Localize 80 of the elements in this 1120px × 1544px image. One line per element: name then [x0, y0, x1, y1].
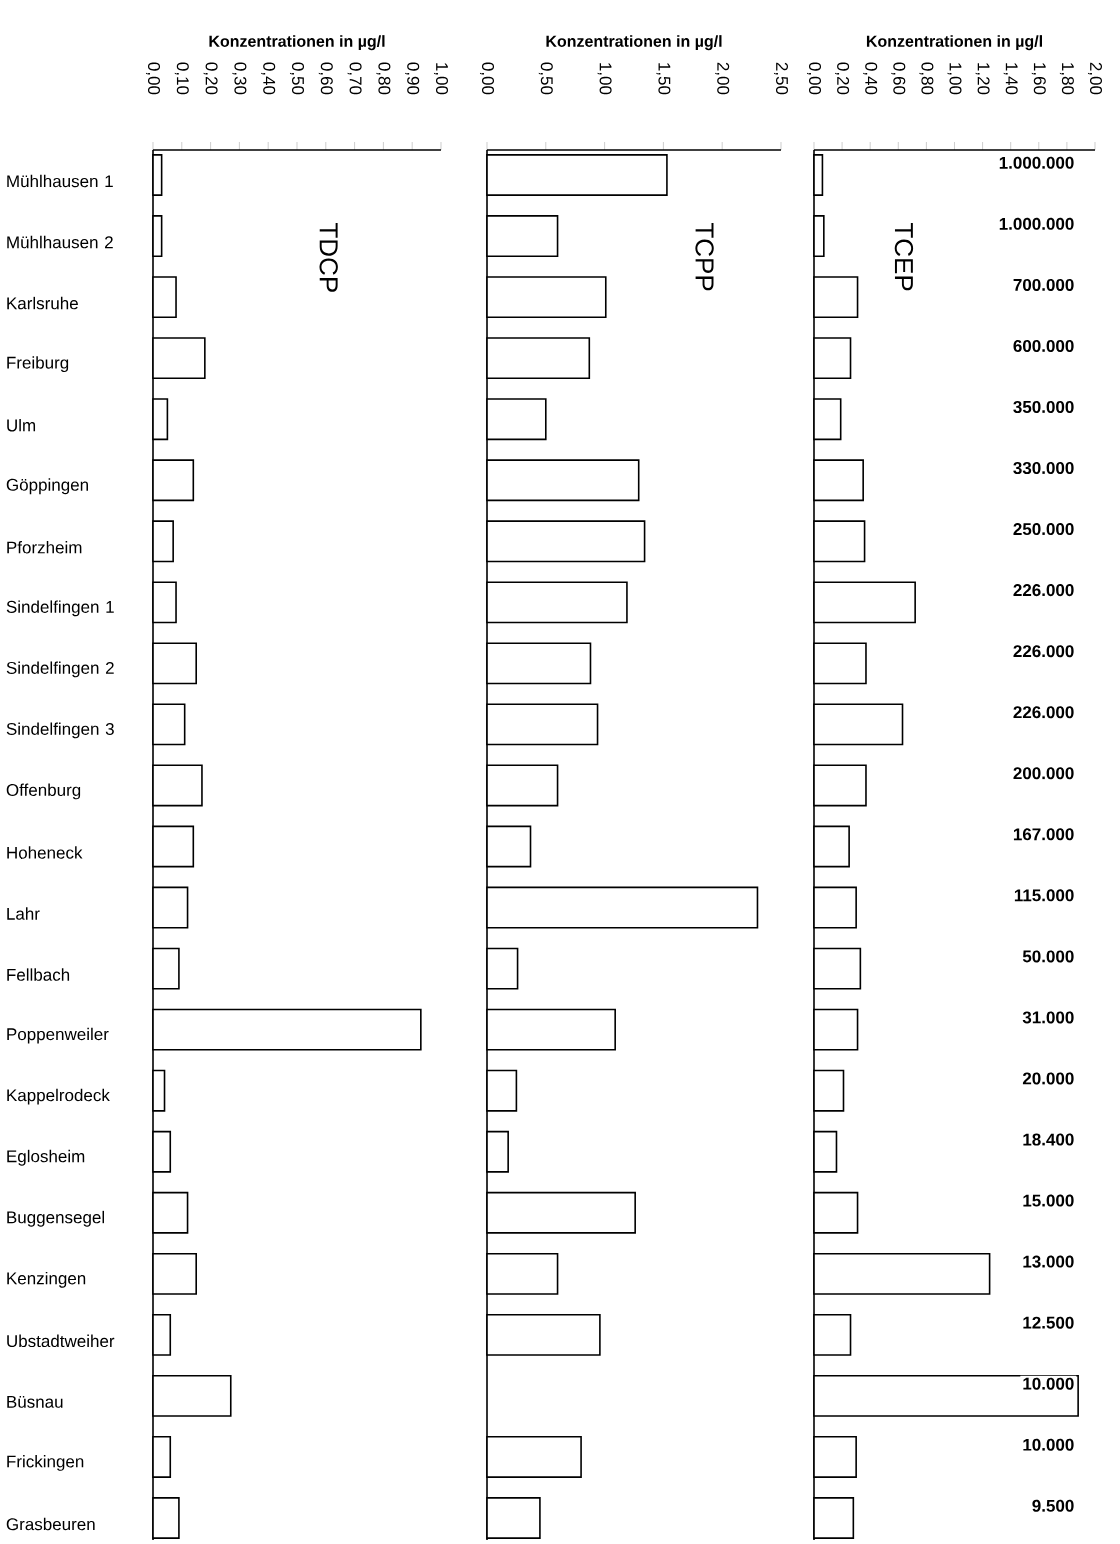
x-tick-label: 0,00 [145, 62, 161, 95]
y-tick-label: Freiburg [7, 356, 69, 373]
x-tick-label: 0,60 [318, 62, 333, 95]
annotation: 700.000 [1013, 278, 1074, 291]
x-tick-label: 0,70 [347, 62, 362, 95]
x-tick-label: 1,00 [947, 63, 962, 95]
x-tick-label: 0,40 [863, 62, 878, 95]
x-tick-label: 0,50 [289, 62, 304, 95]
annotation: 18.400 [1023, 1133, 1074, 1146]
text: TDCP [319, 223, 338, 292]
x-tick-label: 0,00 [806, 62, 822, 95]
annotation: 9.500 [1032, 1499, 1074, 1512]
x-tick-label: 0,80 [919, 62, 934, 95]
x-tick-label: 0,20 [203, 62, 218, 95]
x-tick-label: 0,90 [405, 62, 420, 95]
annotation: 115.000 [1014, 889, 1074, 902]
y-tick-label: Göppingen [6, 478, 88, 495]
annotation: 167.000 [1013, 828, 1074, 841]
x-tick-label: 1,50 [656, 63, 671, 95]
y-tick-label: Buggensegel [7, 1210, 105, 1227]
x-tick-label: 2,50 [773, 62, 788, 95]
x-tick-label: 2,00 [715, 62, 730, 95]
annotation: 15.000 [1023, 1194, 1074, 1207]
y-tick-label: Ulm [7, 418, 36, 432]
x-tick-label: 1,40 [1003, 63, 1018, 95]
x-tick-label: 1,60 [1031, 63, 1046, 95]
x-tick-label: 0,80 [376, 62, 391, 95]
text: TCEP [894, 223, 914, 291]
x-tick-label: 1,00 [433, 63, 448, 95]
annotation: 1.000.000 [999, 156, 1074, 169]
x-tick-label: 0,10 [174, 62, 189, 95]
y-tick-label: Karlsruhe [7, 296, 78, 310]
annotation: 1.000.000 [999, 217, 1074, 230]
x-tick-label: 1,80 [1059, 63, 1074, 95]
annotation: 226.000 [1013, 706, 1074, 719]
y-tick-label: Sindelfingen 1 [6, 600, 114, 617]
y-tick-label: Offenburg [6, 783, 81, 800]
annotation: 226.000 [1013, 584, 1074, 597]
x-tick-label: 1,00 [597, 63, 612, 95]
x-tick-label: 0,30 [232, 62, 247, 95]
y-tick-label: Fellbach [7, 968, 70, 981]
annotation: 20.000 [1022, 1072, 1074, 1085]
x-tick-label: 0,50 [538, 62, 553, 95]
y-tick-label: Sindelfingen 2 [6, 661, 114, 678]
annotation: 12.500 [1023, 1316, 1074, 1329]
y-tick-label: Kappelrodeck [7, 1088, 110, 1105]
annotation: 10.000 [1023, 1377, 1074, 1390]
y-tick-label: Hoheneck [7, 846, 83, 859]
x-axis-title: Konzentrationen in µg/l [866, 35, 1042, 51]
annotation: 350.000 [1013, 400, 1074, 414]
y-tick-label: Mühlhausen 1 [7, 174, 113, 188]
y-tick-label: Büsnau [7, 1395, 63, 1408]
x-tick-label: 0,60 [891, 62, 906, 95]
y-tick-label: Eglosheim [7, 1149, 85, 1166]
annotation: 226.000 [1013, 645, 1074, 658]
y-tick-label: Lahr [7, 907, 40, 920]
x-tick-label: 1,20 [975, 63, 990, 95]
y-tick-label: Grasbeuren [6, 1517, 95, 1531]
annotation: 330.000 [1013, 462, 1074, 475]
annotation: 250.000 [1013, 523, 1074, 536]
y-tick-label: Mühlhausen 2 [7, 235, 113, 249]
x-tick-label: 2,00 [1087, 62, 1102, 95]
y-tick-label: Sindelfingen 3 [6, 722, 114, 739]
y-tick-label: Ubstadtweiher [7, 1334, 115, 1348]
x-tick-label: 0,00 [479, 62, 495, 95]
y-tick-label: Pforzheim [7, 541, 82, 554]
annotation: 10.000 [1023, 1438, 1074, 1451]
annotation: 200.000 [1013, 767, 1074, 780]
y-tick-label: Kenzingen [7, 1271, 86, 1288]
x-tick-label: 0,20 [835, 62, 850, 95]
annotation: 31.000 [1022, 1011, 1074, 1024]
y-tick-label: Frickingen [7, 1455, 84, 1471]
annotation: 13.000 [1023, 1255, 1074, 1268]
text: TCPP [695, 223, 714, 291]
x-axis-title: Konzentrationen in µg/l [546, 35, 722, 51]
y-tick-label: Poppenweiler [7, 1027, 109, 1044]
x-tick-label: 0,40 [261, 62, 276, 95]
annotation: 50.000 [1022, 950, 1074, 963]
x-axis-title: Konzentrationen in µg/l [209, 35, 385, 51]
annotation: 600.000 [1013, 339, 1074, 352]
